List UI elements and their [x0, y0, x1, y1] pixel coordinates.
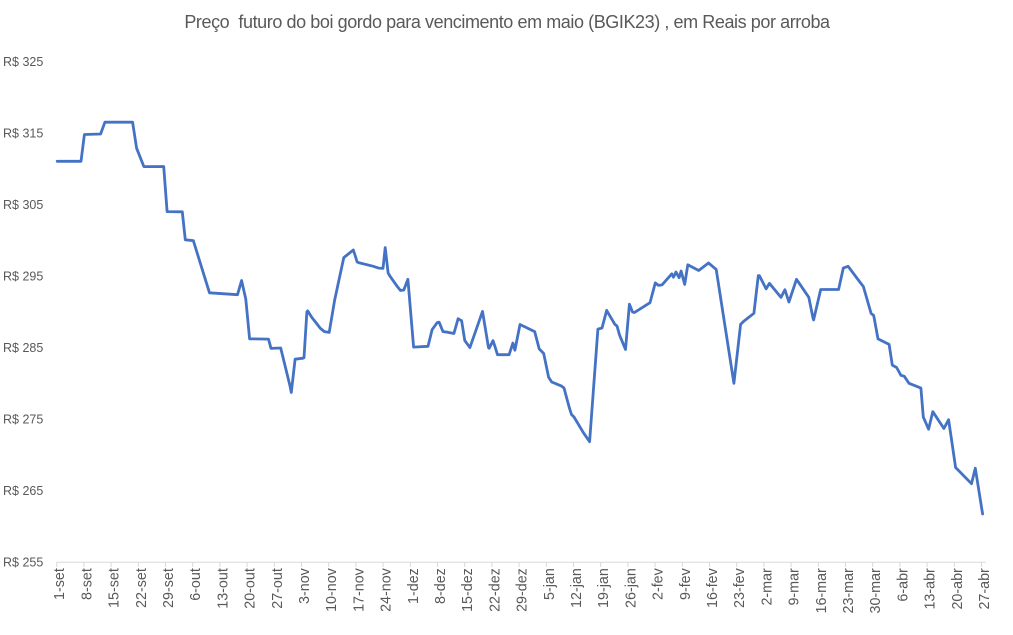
svg-text:9-mar: 9-mar [787, 568, 803, 606]
svg-text:10-nov: 10-nov [324, 567, 340, 612]
svg-text:20-abr: 20-abr [950, 568, 966, 610]
svg-text:30-mar: 30-mar [868, 568, 884, 614]
svg-text:1-dez: 1-dez [406, 568, 422, 604]
svg-text:1-set: 1-set [52, 568, 68, 600]
svg-text:13-abr: 13-abr [923, 568, 939, 610]
svg-text:23-fev: 23-fev [732, 567, 748, 608]
svg-text:20-out: 20-out [243, 568, 259, 609]
svg-text:R$ 315: R$ 315 [3, 127, 43, 141]
svg-text:15-set: 15-set [107, 568, 123, 608]
svg-text:9-fev: 9-fev [678, 567, 694, 600]
svg-text:19-jan: 19-jan [596, 568, 612, 608]
svg-text:24-nov: 24-nov [379, 567, 395, 612]
svg-text:R$ 265: R$ 265 [3, 484, 43, 498]
svg-text:2-fev: 2-fev [651, 567, 667, 600]
svg-text:2-mar: 2-mar [759, 568, 775, 606]
svg-text:R$ 275: R$ 275 [3, 413, 43, 427]
svg-text:27-abr: 27-abr [977, 568, 993, 610]
svg-text:R$ 295: R$ 295 [3, 270, 43, 284]
svg-text:R$ 325: R$ 325 [3, 55, 43, 69]
svg-text:27-out: 27-out [270, 568, 286, 609]
svg-text:12-jan: 12-jan [569, 568, 585, 608]
svg-text:R$ 305: R$ 305 [3, 198, 43, 212]
svg-text:6-out: 6-out [188, 568, 204, 601]
svg-text:R$ 285: R$ 285 [3, 341, 43, 355]
svg-text:16-mar: 16-mar [814, 568, 830, 614]
svg-text:23-mar: 23-mar [841, 568, 857, 614]
svg-text:29-set: 29-set [161, 568, 177, 608]
svg-text:R$ 255: R$ 255 [3, 556, 43, 570]
svg-text:17-nov: 17-nov [351, 567, 367, 612]
svg-text:15-dez: 15-dez [460, 568, 476, 612]
svg-text:13-out: 13-out [215, 568, 231, 609]
svg-text:Preço futuro do boi gordo par: Preço futuro do boi gordo para venciment… [184, 12, 831, 32]
svg-text:29-dez: 29-dez [515, 568, 531, 612]
svg-text:8-set: 8-set [79, 568, 95, 600]
svg-text:6-abr: 6-abr [895, 568, 911, 602]
svg-text:26-jan: 26-jan [623, 568, 639, 608]
svg-text:22-dez: 22-dez [487, 568, 503, 612]
svg-text:3-nov: 3-nov [297, 567, 313, 604]
svg-text:8-dez: 8-dez [433, 568, 449, 604]
svg-text:22-set: 22-set [134, 568, 150, 608]
svg-text:16-fev: 16-fev [705, 567, 721, 608]
svg-text:5-jan: 5-jan [542, 568, 558, 600]
